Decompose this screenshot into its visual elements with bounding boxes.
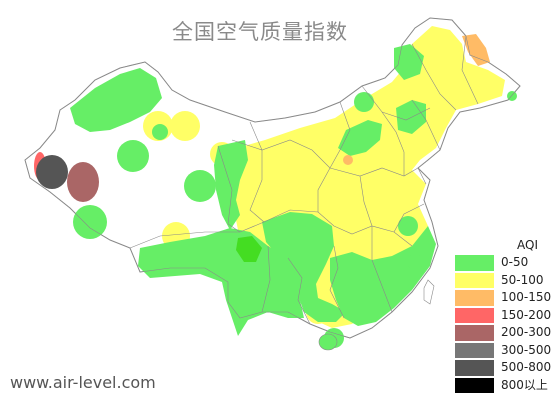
legend-swatch [455, 377, 494, 393]
map-title: 全国空气质量指数 [172, 20, 348, 44]
legend-range: 100-150 [501, 290, 552, 304]
site-url[interactable]: www.air-level.com [10, 373, 156, 392]
legend-item: 100-150 [455, 289, 552, 307]
legend-range: 150-200 [501, 307, 552, 322]
legend-title: AQI [517, 238, 538, 252]
legend-range: 800以上 [501, 377, 548, 392]
legend-swatch [455, 307, 494, 323]
aqi-zone-hazardous [36, 155, 68, 189]
legend-item: 500-800 [455, 359, 552, 377]
island-taiwan [423, 279, 435, 305]
legend-range: 300-500 [501, 342, 552, 357]
aqi-legend: AQI 0-50 50-100 100-150 150-200 200-300 … [455, 236, 552, 395]
legend-swatch [455, 360, 494, 376]
legend-range: 500-800 [501, 360, 552, 374]
aqi-zone-very-unhealthy [67, 162, 99, 202]
legend-item: 800以上 [455, 377, 548, 395]
legend-swatch [455, 342, 494, 358]
legend-item: 150-200 [455, 307, 552, 325]
legend-item: 300-500 [455, 342, 552, 360]
province-borders [24, 17, 521, 339]
legend-item: 200-300 [455, 324, 552, 342]
legend-range: 50-100 [501, 272, 544, 287]
legend-swatch [455, 325, 494, 341]
legend-range: 0-50 [501, 255, 529, 269]
legend-swatch [455, 290, 494, 306]
aqi-zone-good-highlight [236, 236, 262, 262]
legend-swatch [455, 272, 494, 288]
legend-item: 0-50 [455, 254, 548, 272]
legend-range: 200-300 [501, 325, 552, 339]
island-hainan [318, 333, 338, 351]
legend-item: 50-100 [455, 272, 548, 290]
legend-swatch [455, 255, 494, 271]
aqi-zone-sensitive [343, 34, 490, 165]
